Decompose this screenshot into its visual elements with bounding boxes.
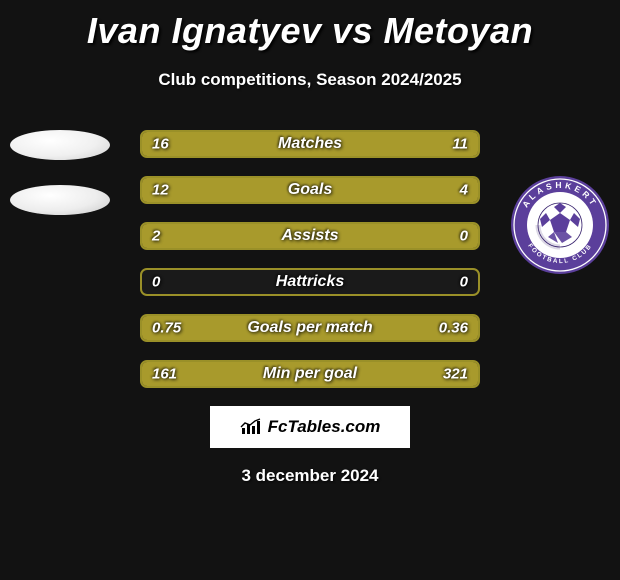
stat-label: Hattricks: [276, 273, 344, 291]
page-title: Ivan Ignatyev vs Metoyan: [0, 0, 620, 52]
stat-label: Goals per match: [247, 319, 372, 337]
stat-value-right: 0.36: [439, 320, 468, 337]
alashkert-logo-icon: ALASHKERT FOOTBALL CLUB: [510, 175, 610, 275]
stat-value-right: 0: [460, 274, 468, 291]
stat-value-left: 2: [152, 228, 160, 245]
branding-box: FcTables.com: [210, 406, 410, 448]
stat-value-right: 321: [443, 366, 468, 383]
stat-label: Assists: [282, 227, 339, 245]
chart-icon: [240, 418, 262, 436]
stat-bars: 16Matches1112Goals42Assists00Hattricks00…: [140, 130, 480, 388]
stat-row: 161 Min per goal 321: [140, 360, 480, 388]
branding-label: FcTables.com: [268, 417, 381, 437]
stat-value-left: 0.75: [152, 320, 181, 337]
stat-row: 0 Hattricks 0: [140, 268, 480, 296]
bar-fill-left: [142, 178, 394, 202]
stat-value-left: 161: [152, 366, 177, 383]
left-club-logo-placeholder: [10, 185, 110, 215]
left-player-photo-placeholder: [10, 130, 110, 160]
stat-row: 2 Assists 0: [140, 222, 480, 250]
stat-label: Matches: [278, 135, 342, 153]
left-player-placeholder: [10, 130, 110, 240]
stat-value-left: 0: [152, 274, 160, 291]
stat-value-right: 11: [452, 136, 468, 153]
stat-value-right: 0: [460, 228, 468, 245]
stat-row: 0.75 Goals per match 0.36: [140, 314, 480, 342]
stat-label: Min per goal: [263, 365, 357, 383]
comparison-area: ALASHKERT FOOTBALL CLUB 16 Matches 11 12 Goa…: [0, 130, 620, 486]
stat-row: 12 Goals 4: [140, 176, 480, 204]
date-label: 3 december 2024: [0, 466, 620, 486]
right-club-logo: ALASHKERT FOOTBALL CLUB: [510, 175, 610, 275]
subtitle: Club competitions, Season 2024/2025: [0, 70, 620, 90]
stat-row: 16 Matches 11: [140, 130, 480, 158]
stat-value-left: 16: [152, 136, 169, 153]
stat-value-right: 4: [460, 182, 468, 199]
stat-value-left: 12: [152, 182, 169, 199]
stat-label: Goals: [288, 181, 332, 199]
